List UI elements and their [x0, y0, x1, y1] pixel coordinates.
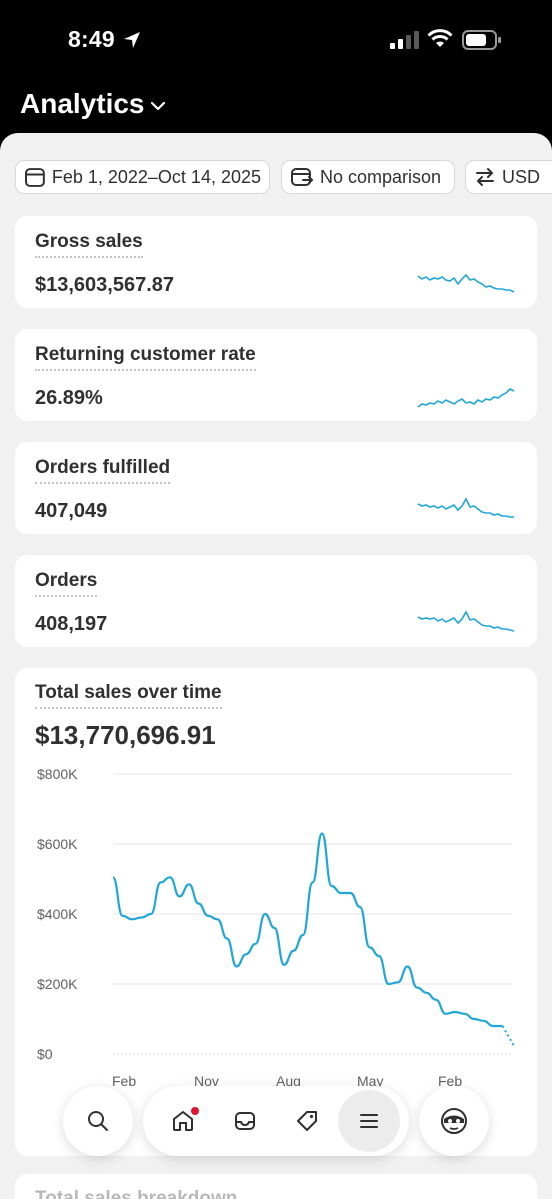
- currency-button[interactable]: USD: [465, 160, 552, 194]
- sparkline: [417, 497, 514, 518]
- sparkline: [417, 273, 515, 293]
- series-line: [111, 832, 503, 1028]
- menu-icon: [360, 1114, 378, 1128]
- total-sales-label[interactable]: Total sales over time: [35, 682, 222, 709]
- nav-home-button[interactable]: [152, 1090, 214, 1152]
- x-tick-label: Feb: [112, 1073, 136, 1088]
- nav-products-button[interactable]: [276, 1090, 338, 1152]
- status-bar: 8:49: [0, 0, 552, 80]
- home-icon: [173, 1111, 193, 1131]
- y-tick-label: $200K: [37, 976, 78, 992]
- metric-value: 408,197: [35, 613, 108, 635]
- currency-label: USD: [502, 166, 541, 187]
- breakdown-label: Total sales breakdown: [35, 1188, 238, 1199]
- filter-bar: Feb 1, 2022–Oct 14, 2025 No comparison U…: [0, 160, 552, 194]
- cellular-signal-icon: [390, 31, 419, 49]
- y-tick-label: $400K: [37, 906, 78, 922]
- total-sales-chart[interactable]: $800K $600K $400K $200K $0 Feb Nov Aug May Feb: [15, 758, 537, 1088]
- metric-value: 407,049: [35, 500, 108, 522]
- calendar-compare-icon: [291, 168, 314, 186]
- search-icon: [88, 1111, 108, 1131]
- nav-search-button[interactable]: [63, 1086, 133, 1156]
- series-projection-line: [501, 1025, 515, 1047]
- x-tick-label: Feb: [438, 1073, 462, 1088]
- y-tick-label: $0: [37, 1046, 53, 1062]
- metric-label[interactable]: Orders fulfilled: [35, 457, 171, 484]
- metric-card-returning-rate[interactable]: Returning customer rate 26.89%: [15, 329, 537, 421]
- metric-label[interactable]: Gross sales: [35, 231, 143, 258]
- page-title[interactable]: Analytics: [20, 88, 145, 119]
- y-tick-label: $600K: [37, 836, 78, 852]
- x-tick-label: May: [357, 1073, 383, 1088]
- nav-orders-button[interactable]: [214, 1090, 276, 1152]
- bottom-nav: [143, 1086, 409, 1156]
- wifi-icon: [427, 29, 453, 47]
- metric-value: 26.89%: [35, 387, 103, 409]
- nav-menu-button[interactable]: [338, 1090, 400, 1152]
- date-range-label: Feb 1, 2022–Oct 14, 2025: [51, 166, 261, 187]
- sparkline: [417, 388, 515, 408]
- nav-avatar-button[interactable]: [419, 1086, 489, 1156]
- metric-label[interactable]: Orders: [35, 570, 98, 597]
- battery-icon: [462, 30, 501, 50]
- y-tick-label: $800K: [37, 766, 78, 782]
- tag-icon: [297, 1111, 317, 1131]
- top-bar: 8:49 Analytics: [0, 0, 552, 150]
- calendar-icon: [24, 168, 45, 187]
- metric-card-orders-fulfilled[interactable]: Orders fulfilled 407,049: [15, 442, 537, 534]
- x-tick-label: Aug: [276, 1073, 301, 1088]
- x-tick-label: Nov: [194, 1073, 219, 1088]
- sales-breakdown-card[interactable]: Total sales breakdown: [15, 1174, 537, 1199]
- comparison-label: No comparison: [320, 166, 442, 187]
- comparison-button[interactable]: No comparison: [281, 160, 455, 194]
- date-range-button[interactable]: Feb 1, 2022–Oct 14, 2025: [15, 160, 270, 194]
- metric-label[interactable]: Returning customer rate: [35, 344, 256, 371]
- inbox-icon: [235, 1112, 255, 1130]
- total-sales-card[interactable]: Total sales over time $13,770,696.91 $80…: [15, 668, 537, 1156]
- metric-value: $13,603,567.87: [35, 274, 175, 296]
- chevron-down-icon[interactable]: [150, 100, 166, 112]
- exchange-icon: [476, 168, 494, 186]
- metric-card-orders[interactable]: Orders 408,197: [15, 555, 537, 647]
- notification-badge: [190, 1106, 200, 1116]
- metric-card-gross-sales[interactable]: Gross sales $13,603,567.87: [15, 216, 537, 308]
- avatar-icon: [441, 1108, 467, 1134]
- sparkline: [417, 610, 515, 632]
- status-time: 8:49: [68, 26, 115, 52]
- total-sales-value: $13,770,696.91: [35, 720, 216, 750]
- location-arrow-icon: [124, 32, 140, 48]
